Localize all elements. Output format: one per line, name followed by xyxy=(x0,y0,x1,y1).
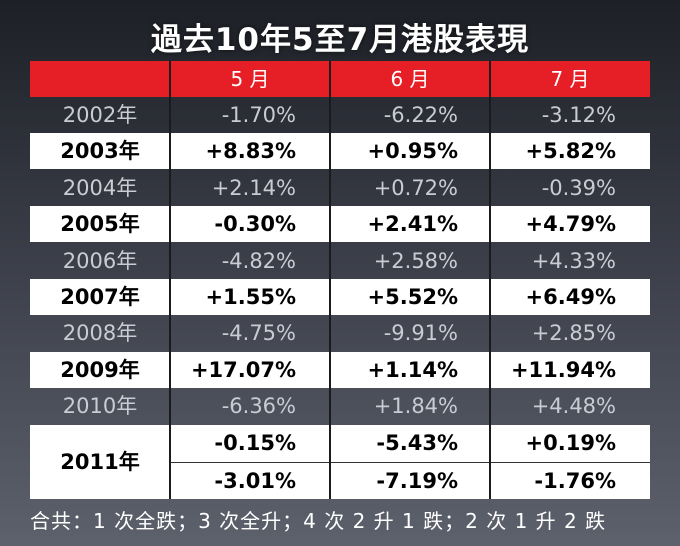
table-row: 2009年 +17.07% +1.14% +11.94% xyxy=(30,351,650,388)
table-row: 2010年 -6.36% +1.84% +4.48% xyxy=(30,388,650,424)
column-divider xyxy=(489,61,491,499)
table-row: 2008年 -4.75% -9.91% +2.85% xyxy=(30,315,650,351)
year-label: 2003年 xyxy=(60,139,140,164)
row-2011-b: -3.01% -7.19% -1.76% xyxy=(30,463,650,499)
header-june: 6 月 xyxy=(390,67,430,91)
row-2011-a: -0.15% -5.43% +0.19% xyxy=(30,425,650,461)
table-row: 2003年 +8.83% +0.95% +5.82% xyxy=(30,133,650,170)
row-divider xyxy=(170,462,650,463)
value-cell: -0.30% xyxy=(214,212,296,237)
year-label: 2004年 xyxy=(62,175,138,200)
value-cell: +11.94% xyxy=(510,357,616,382)
value-cell: -0.39% xyxy=(541,175,616,200)
value-cell: +2.14% xyxy=(211,175,296,200)
header-july: 7 月 xyxy=(550,67,590,91)
value-cell: +2.41% xyxy=(367,212,458,237)
table-row: 2006年 -4.82% +2.58% +4.33% xyxy=(30,243,650,279)
value-cell: +5.52% xyxy=(367,285,458,309)
value-cell: -3.12% xyxy=(541,103,616,127)
value-cell: -3.01% xyxy=(214,469,296,493)
table-row: 2002年 -1.70% -6.22% -3.12% xyxy=(30,97,650,133)
chart-title: 過去10年5至7月港股表現 xyxy=(150,22,530,58)
value-cell: +0.72% xyxy=(373,175,458,200)
table-row: 2004年 +2.14% +0.72% -0.39% xyxy=(30,170,650,206)
year-label: 2008年 xyxy=(62,321,138,346)
value-cell: -9.91% xyxy=(383,321,458,346)
value-cell: +8.83% xyxy=(205,139,296,164)
value-cell: +0.95% xyxy=(367,139,458,164)
value-cell: +1.14% xyxy=(367,357,458,382)
value-cell: -4.82% xyxy=(221,248,296,273)
year-label: 2010年 xyxy=(62,394,138,419)
year-label: 2006年 xyxy=(62,248,138,273)
header-may: 5 月 xyxy=(230,67,270,91)
value-cell: -1.76% xyxy=(534,469,616,493)
value-cell: +5.82% xyxy=(525,139,616,164)
value-cell: +6.49% xyxy=(525,285,616,309)
header-year xyxy=(30,61,170,97)
year-label: 2002年 xyxy=(62,103,138,127)
value-cell: -6.36% xyxy=(221,394,296,419)
column-divider xyxy=(169,61,171,499)
value-cell: -7.19% xyxy=(376,469,458,493)
value-cell: +17.07% xyxy=(190,357,296,382)
value-cell: +1.84% xyxy=(373,394,458,419)
value-cell: +4.48% xyxy=(531,394,616,419)
year-label: 2011年 xyxy=(60,450,140,474)
value-cell: +1.55% xyxy=(205,285,296,309)
row-2011: 2011年 -0.15% -5.43% +0.19% -3.01% -7.19%… xyxy=(30,425,650,499)
value-cell: -5.43% xyxy=(376,431,458,455)
year-label: 2009年 xyxy=(60,357,140,382)
value-cell: -1.70% xyxy=(221,103,296,127)
footer-summary: 合共：1 次全跌；3 次全升；4 次 2 升 1 跌；2 次 1 升 2 跌 xyxy=(30,509,607,533)
value-cell: +4.33% xyxy=(531,248,616,273)
column-divider xyxy=(329,61,331,499)
year-label: 2005年 xyxy=(60,212,140,237)
value-cell: +0.19% xyxy=(525,431,616,455)
year-label: 2007年 xyxy=(60,285,140,309)
value-cell: -4.75% xyxy=(221,321,296,346)
table-row: 2007年 +1.55% +5.52% +6.49% xyxy=(30,279,650,315)
value-cell: +2.85% xyxy=(531,321,616,346)
value-cell: +4.79% xyxy=(525,212,616,237)
value-cell: -0.15% xyxy=(214,431,296,455)
value-cell: +2.58% xyxy=(373,248,458,273)
table-row: 2005年 -0.30% +2.41% +4.79% xyxy=(30,206,650,243)
header-row: 5 月 6 月 7 月 xyxy=(30,61,650,97)
value-cell: -6.22% xyxy=(383,103,458,127)
